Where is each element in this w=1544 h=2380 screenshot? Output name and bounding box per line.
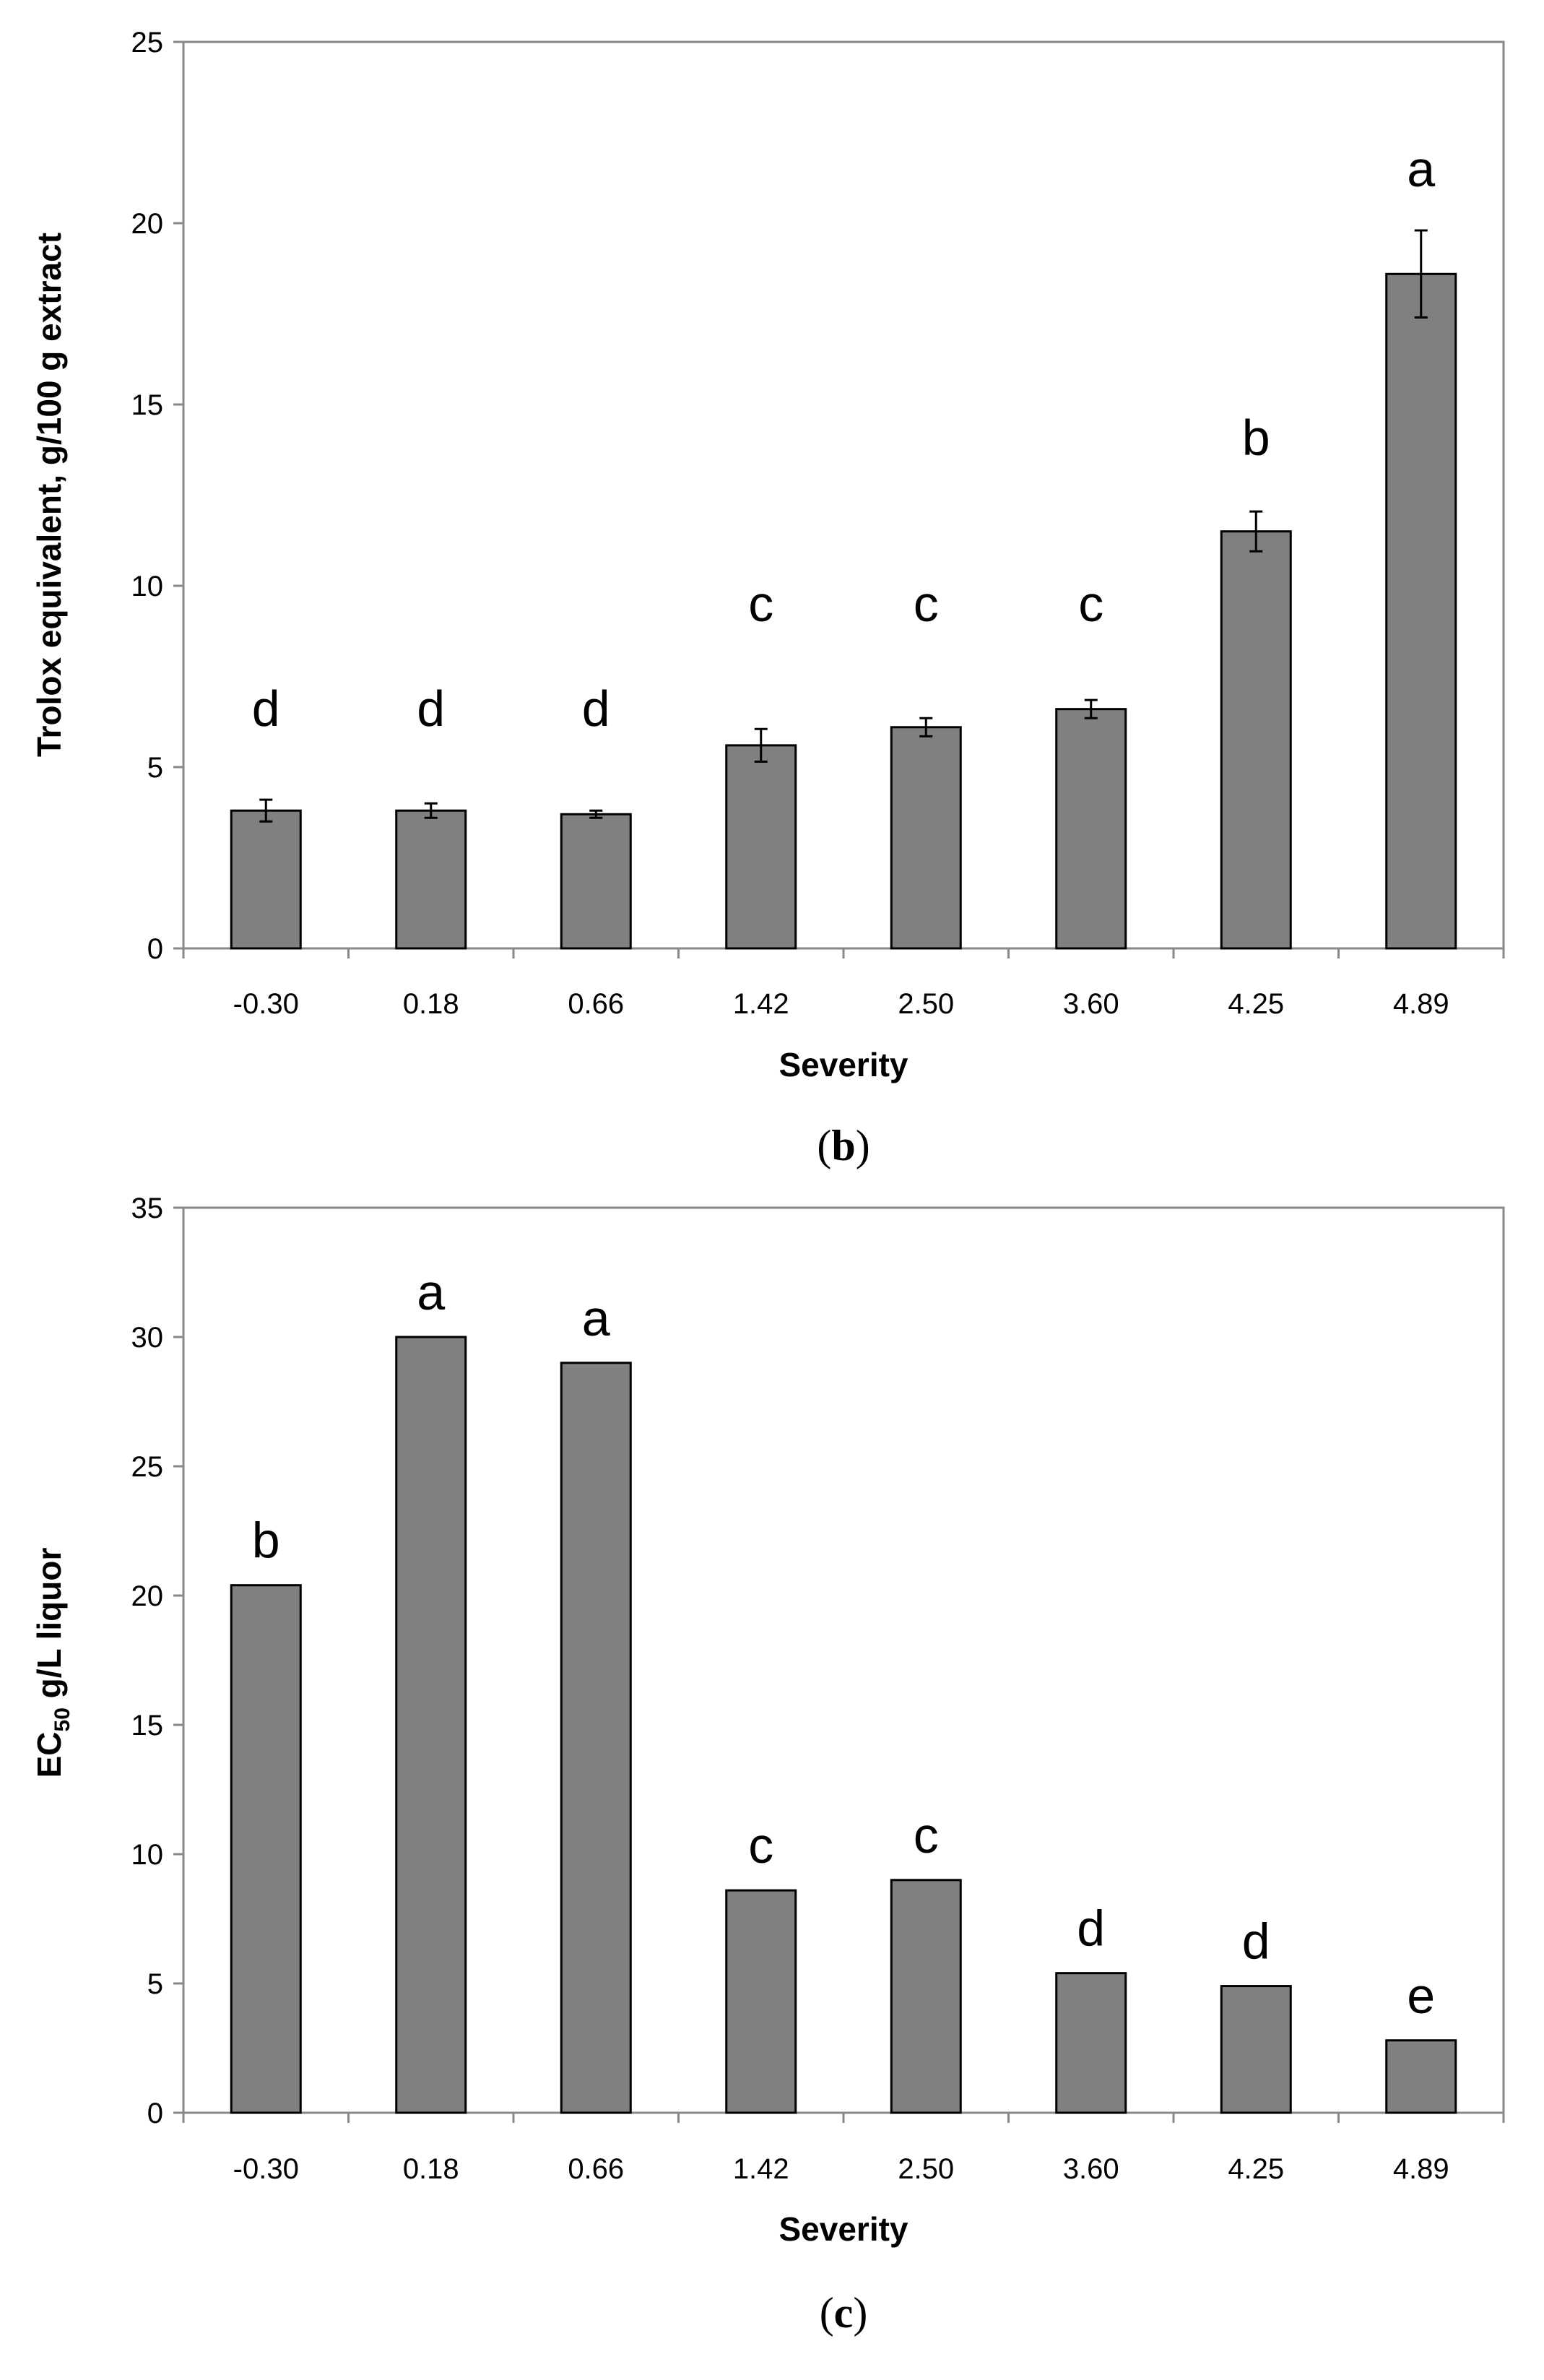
panel-c-x-axis-title: Severity <box>778 2210 908 2248</box>
panel-b-y-tick-label: 15 <box>131 389 164 421</box>
panel-c-plot-frame <box>182 1206 1505 2114</box>
panel-c-y-tick-label: 25 <box>131 1451 164 1483</box>
panel-c-bar <box>395 1336 467 2114</box>
panel-c-bar <box>230 1584 302 2114</box>
panel-b-y-tick-label: 5 <box>147 752 163 784</box>
panel-c-y-tick-label: 5 <box>147 1968 163 2000</box>
panel-b-x-tick-label: 0.66 <box>568 988 624 1020</box>
panel-c-panel-label-close: ) <box>853 2289 867 2337</box>
panel-c-x-tick-label: 4.89 <box>1393 2153 1449 2185</box>
panel-b-x-axis-title: Severity <box>778 1046 908 1083</box>
panel-b-error-bar <box>1249 510 1263 553</box>
panel-c-bar <box>1385 2039 1457 2114</box>
panel-b-x-tick-label: 4.25 <box>1228 988 1284 1020</box>
panel-b-error-bar <box>919 717 933 737</box>
panel-b-x-tick-label: 3.60 <box>1063 988 1119 1020</box>
panel-c-x-tick-label: 4.25 <box>1228 2153 1284 2185</box>
panel-c-y-tick-label: 35 <box>131 1193 164 1224</box>
panel-c-bar <box>560 1362 632 2114</box>
panel-b-y-tick-label: 25 <box>131 27 164 59</box>
panel-b-bar <box>395 809 467 950</box>
panel-c-y-tick-label: 30 <box>131 1322 164 1354</box>
panel-c-bar <box>890 1879 962 2114</box>
panel-b-significance-letter: b <box>1242 410 1270 466</box>
panel-b-y-axis-title: Trolox equivalent, g/100 g extract <box>30 233 68 757</box>
panel-b-significance-letter: d <box>417 680 445 737</box>
panel-c-y-tick-label: 10 <box>131 1839 164 1871</box>
panel-b-significance-letter: c <box>748 576 773 632</box>
panel-b-error-bar <box>259 798 273 823</box>
panel-b-bar <box>890 726 962 950</box>
panel-c-significance-letter: e <box>1407 1968 1435 2024</box>
panel-b-x-tick-label: 1.42 <box>733 988 789 1020</box>
panel-c-y-axis-title-suffix: g/L liquor <box>30 1548 68 1708</box>
panel-c-significance-letter: a <box>582 1290 610 1346</box>
panel-b-significance-letter: c <box>914 576 939 632</box>
panel-b-bar <box>725 744 797 950</box>
panel-b-error-bar <box>589 809 603 819</box>
panel-b-panel-label: (b) <box>817 1122 869 1169</box>
panel-c-significance-letter: b <box>252 1513 280 1569</box>
panel-c-bar <box>1220 1985 1292 2114</box>
panel-c-significance-letter: d <box>1242 1913 1270 1970</box>
panel-b-error-bar <box>1414 229 1428 319</box>
panel-c-x-tick-label: 1.42 <box>733 2153 789 2185</box>
panel-b-plot-frame <box>182 40 1505 950</box>
panel-c-significance-letter: c <box>914 1807 939 1864</box>
panel-b-chart: 0 5 10 15 20 25 -0.30 d 0.18 d 0.66 d 1.42 c 2.50 c 3.60… <box>30 27 1505 1169</box>
panel-b-bar <box>1385 272 1457 950</box>
panel-b-bar <box>1055 708 1127 950</box>
panel-b-y-tick-label: 0 <box>147 933 163 965</box>
panel-b-x-tick-label: -0.30 <box>233 988 299 1020</box>
panel-c-y-tick-label: 20 <box>131 1580 164 1612</box>
panel-b-significance-letter: a <box>1407 141 1435 197</box>
panel-b-y-tick-label: 10 <box>131 571 164 602</box>
panel-b-panel-label-open: ( <box>817 1122 831 1169</box>
panel-b-error-bar <box>754 727 768 763</box>
panel-b-x-tick-label: 0.18 <box>403 988 459 1020</box>
panel-b-significance-letter: d <box>582 680 610 737</box>
panel-c-significance-letter: d <box>1077 1900 1105 1957</box>
panel-c-x-tick-label: 0.18 <box>403 2153 459 2185</box>
panel-b-x-tick-label: 2.50 <box>898 988 954 1020</box>
panel-b-bar <box>230 809 302 950</box>
panel-c-y-axis-title: EC50 g/L liquor <box>30 1548 74 1778</box>
panel-c-significance-letter: a <box>417 1264 445 1320</box>
panel-c-panel-label-open: ( <box>820 2289 834 2337</box>
panel-c-panel-label: (c) <box>820 2289 868 2337</box>
panel-b-error-bar <box>1084 698 1098 719</box>
panel-b-x-tick-label: 4.89 <box>1393 988 1449 1020</box>
panel-c-chart: 0 5 10 15 20 25 30 35 -0.30 b 0.18 a 0.66 a 1.42 c 2.50 c… <box>30 1193 1505 2337</box>
panel-c-y-axis-title-prefix: EC <box>30 1731 68 1778</box>
panel-c-y-tick-label: 15 <box>131 1710 164 1741</box>
panel-c-bar <box>1055 1972 1127 2114</box>
panel-b-y-tick-label: 20 <box>131 208 164 240</box>
panel-b-panel-label-letter: b <box>831 1122 855 1169</box>
panel-b-bar <box>1220 530 1292 950</box>
panel-c-significance-letter: c <box>748 1817 773 1874</box>
panel-c-x-tick-label: 3.60 <box>1063 2153 1119 2185</box>
panel-b-significance-letter: d <box>252 680 280 737</box>
panel-c-x-tick-label: -0.30 <box>233 2153 299 2185</box>
panel-c-panel-label-letter: c <box>834 2289 854 2337</box>
panel-b-significance-letter: c <box>1078 576 1103 632</box>
panel-c-x-tick-label: 2.50 <box>898 2153 954 2185</box>
panel-c-x-tick-label: 0.66 <box>568 2153 624 2185</box>
panel-b-panel-label-close: ) <box>856 1122 870 1169</box>
panel-c-bar <box>725 1889 797 2114</box>
panel-b-bar <box>560 813 632 950</box>
panel-c-y-axis-title-subscript: 50 <box>51 1708 74 1731</box>
panel-b-error-bar <box>424 802 438 819</box>
panel-c-y-tick-label: 0 <box>147 2098 163 2129</box>
